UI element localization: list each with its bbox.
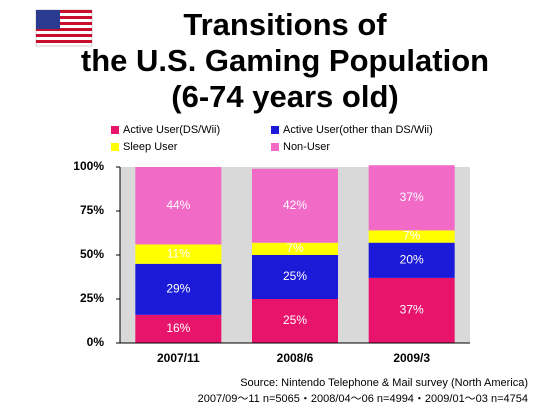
- data-label: 7%: [286, 241, 304, 255]
- data-label: 25%: [283, 269, 307, 283]
- legend-label: Non-User: [283, 141, 330, 153]
- chart-title: (6-74 years old): [171, 79, 398, 114]
- legend-swatch: [271, 126, 279, 134]
- legend-swatch: [111, 126, 119, 134]
- flag-icon: [35, 9, 93, 47]
- data-label: 25%: [283, 313, 307, 327]
- legend-label: Active User(DS/Wii): [123, 124, 220, 136]
- bar-segment: [252, 255, 338, 299]
- legend-swatch: [111, 143, 119, 151]
- data-label: 44%: [166, 198, 190, 212]
- y-tick-label: 25%: [80, 291, 104, 305]
- data-label: 37%: [400, 303, 424, 317]
- data-label: 42%: [283, 198, 307, 212]
- data-label: 29%: [166, 281, 190, 295]
- bar-segment: [368, 165, 455, 231]
- x-tick-label: 2008/6: [277, 351, 314, 365]
- chart-title: Transitions of: [183, 7, 387, 42]
- legend-label: Active User(other than DS/Wii): [283, 124, 433, 136]
- bar-segment: [252, 168, 338, 243]
- bar-segment: [135, 314, 222, 343]
- bar-segment: [368, 242, 455, 278]
- x-tick-label: 2007/11: [157, 351, 200, 365]
- source-note: 2007/09～11 n=5065・2008/04～06 n=4994・2009…: [198, 393, 528, 405]
- data-label: 37%: [400, 190, 424, 204]
- chart-title: the U.S. Gaming Population: [81, 43, 489, 78]
- legend-swatch: [271, 143, 279, 151]
- bar-segment: [252, 242, 338, 255]
- y-tick-label: 50%: [80, 247, 104, 261]
- legend-label: Sleep User: [123, 141, 178, 153]
- bar-segment: [135, 244, 222, 264]
- data-label: 16%: [166, 321, 190, 335]
- x-tick-label: 2009/3: [393, 351, 430, 365]
- bar-segment: [135, 167, 222, 245]
- bar-segment: [135, 263, 222, 315]
- y-tick-label: 0%: [87, 335, 105, 349]
- bar-segment: [368, 230, 455, 243]
- data-label: 11%: [167, 246, 190, 260]
- y-tick-label: 75%: [80, 203, 104, 217]
- data-label: 7%: [403, 229, 421, 243]
- y-tick-label: 100%: [73, 159, 104, 173]
- bar-segment: [368, 277, 455, 343]
- data-label: 20%: [400, 252, 424, 266]
- source-note: Source: Nintendo Telephone & Mail survey…: [240, 377, 528, 389]
- bar-segment: [252, 299, 338, 343]
